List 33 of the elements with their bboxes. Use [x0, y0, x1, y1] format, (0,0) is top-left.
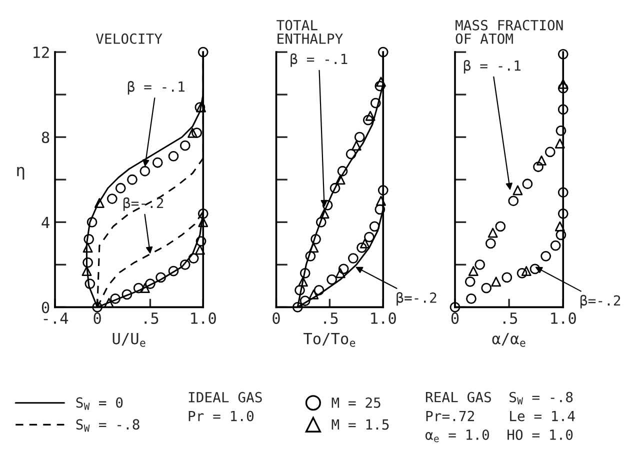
y-tick-label: 4 — [42, 216, 50, 228]
chart-title: TOTAL ENTHALPY — [276, 20, 343, 44]
y-tick-label: 8 — [42, 132, 50, 144]
legend-label: M = 1.5 — [332, 419, 389, 430]
x-tick-label: 0 — [94, 312, 101, 324]
x-tick-label: 0 — [272, 312, 280, 324]
chart-title: VELOCITY — [96, 33, 162, 44]
x-tick-label: 1.0 — [551, 312, 576, 324]
x-tick-label: .5 — [144, 312, 158, 324]
legend-label: S$_{W}$ = 0 — [76, 397, 123, 410]
x-tick-label: 1.0 — [371, 312, 396, 324]
x-tick-label: 1.0 — [191, 312, 216, 324]
x-tick-label: .5 — [324, 312, 338, 324]
y-axis-title: η — [17, 166, 24, 180]
annotation: β = -.1 — [128, 81, 184, 95]
x-tick-label: .5 — [504, 312, 518, 324]
y-tick-label: 0 — [42, 302, 50, 314]
annotation: β=-.2 — [396, 292, 436, 306]
x-tick-label: -.4 — [44, 312, 68, 324]
legend-label: S$_{W}$ = -.8 — [76, 419, 140, 432]
x-axis-title: α/α$_{e}$ — [492, 333, 526, 347]
legend-label: M = 25 — [332, 397, 380, 408]
x-axis-title: U/U$_{e}$ — [112, 333, 146, 347]
text: IDEAL GAS Pr = 1.0 — [188, 392, 262, 422]
annotation: β = -.1 — [290, 53, 348, 67]
annotation: β=-.2 — [580, 294, 620, 308]
chart-title: MASS FRACTION OF ATOM — [456, 20, 563, 44]
y-tick-label: 12 — [34, 46, 49, 58]
annotation: β=-.2 — [123, 197, 164, 211]
text: REAL GAS S$_{W}$ = -.8 Pr=.72 Le = 1.4 α$_{e}$ = 1.0 HO = 1.0 — [425, 392, 575, 442]
annotation: β = -.1 — [464, 60, 521, 74]
x-tick-label: 0 — [451, 312, 459, 324]
x-axis-title: To/To$_{e}$ — [304, 333, 356, 347]
